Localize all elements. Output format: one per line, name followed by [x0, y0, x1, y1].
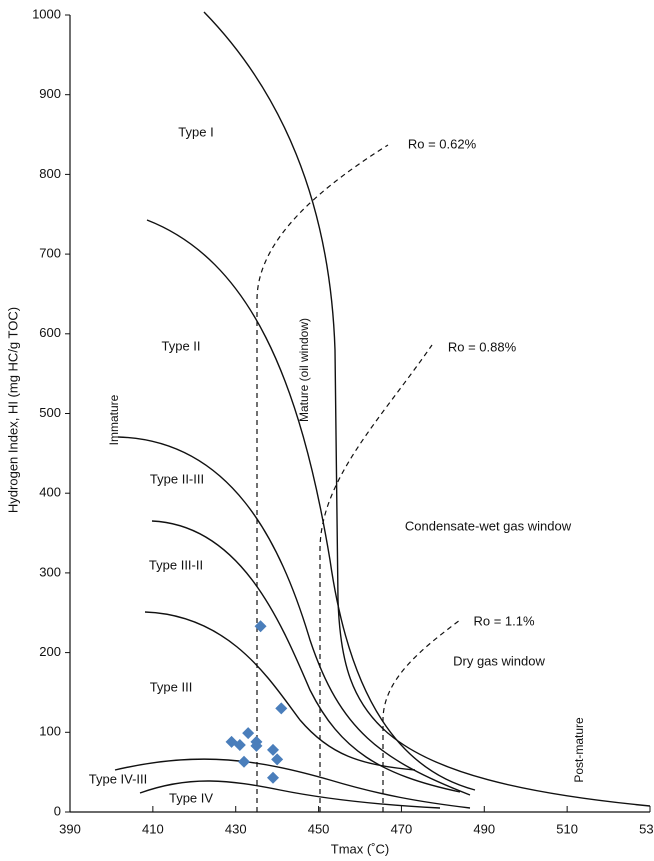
type-iv-iii-curve — [114, 758, 471, 809]
data-point — [242, 727, 255, 740]
x-tick-label: 390 — [59, 821, 81, 836]
annotation: Mature (oil window) — [297, 318, 311, 422]
annotation: Type IV-III — [89, 771, 148, 786]
y-axis-label: Hydrogen Index, HI (mg HC/g TOC) — [5, 307, 20, 513]
y-tick-label: 700 — [39, 246, 61, 261]
data-point — [250, 739, 263, 752]
y-tick-label: 100 — [39, 724, 61, 739]
x-tick-label: 510 — [556, 821, 578, 836]
data-point — [275, 702, 288, 715]
data-point — [271, 753, 284, 766]
annotation: Type IV — [169, 790, 213, 805]
annotation: Type III-II — [149, 557, 203, 572]
x-axis-label: Tmax (˚C) — [331, 841, 390, 856]
x-tick-label: 450 — [308, 821, 330, 836]
y-tick-label: 300 — [39, 564, 61, 579]
ro-line — [256, 144, 389, 812]
annotation: Ro = 1.1% — [473, 613, 535, 628]
annotation: Immature — [107, 394, 121, 445]
x-tick-label: 410 — [142, 821, 164, 836]
data-point — [233, 739, 246, 752]
data-point — [267, 743, 279, 756]
y-tick-label: 500 — [39, 405, 61, 420]
annotation: Type II-III — [150, 471, 204, 486]
annotation: Dry gas window — [453, 653, 545, 668]
x-tick-label: 530 — [639, 821, 654, 836]
annotation: Type III — [150, 679, 193, 694]
y-tick-label: 0 — [54, 803, 61, 818]
y-tick-label: 1000 — [32, 6, 61, 21]
type-iii-curve — [144, 611, 416, 771]
annotation: Ro = 0.88% — [448, 339, 517, 354]
x-tick-label: 490 — [473, 821, 495, 836]
y-tick-label: 600 — [39, 325, 61, 340]
type-ii-curve — [146, 219, 476, 791]
y-tick-label: 200 — [39, 644, 61, 659]
kerogen-curves — [114, 11, 651, 812]
data-point — [238, 755, 250, 768]
y-tick-label: 400 — [39, 485, 61, 500]
type-ii-iii-curve — [117, 436, 471, 796]
annotation: Post-mature — [572, 717, 586, 783]
annotation: Type II — [161, 338, 200, 353]
ro-line — [382, 619, 461, 812]
y-tick-label: 900 — [39, 86, 61, 101]
annotation: Condensate-wet gas window — [405, 518, 572, 533]
data-point — [267, 771, 279, 784]
x-tick-label: 470 — [391, 821, 413, 836]
x-tick-label: 430 — [225, 821, 247, 836]
annotation: Ro = 0.62% — [408, 136, 477, 151]
ro-line — [319, 344, 433, 812]
y-tick-label: 800 — [39, 166, 61, 181]
annotation: Type I — [178, 124, 213, 139]
type-iv-curve — [139, 780, 441, 809]
data-point — [254, 620, 267, 633]
type-i-curve — [203, 11, 651, 807]
type-iii-ii-curve — [151, 520, 461, 793]
